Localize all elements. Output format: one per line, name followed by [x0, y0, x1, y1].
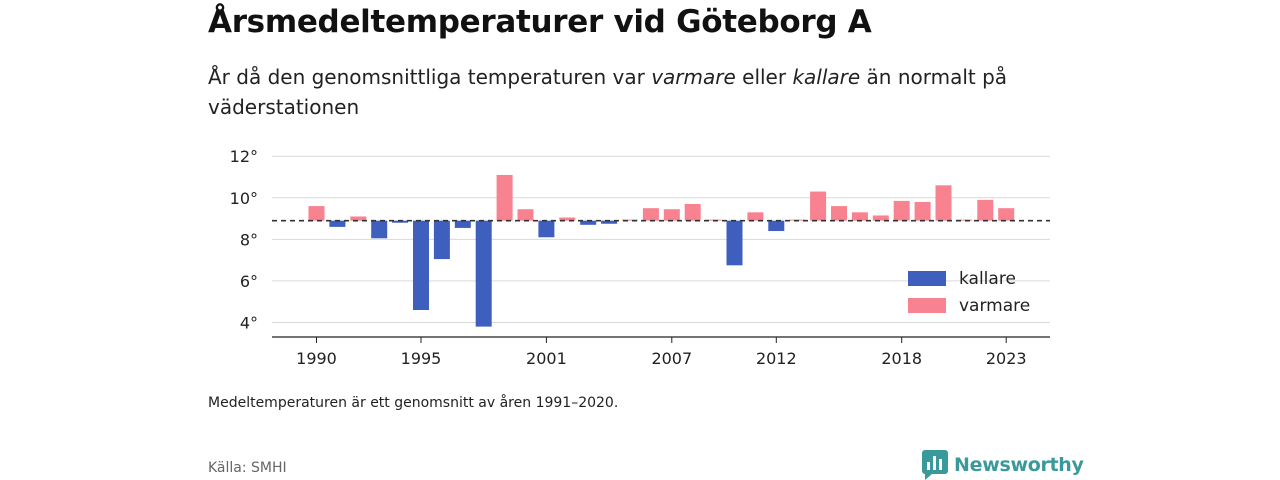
bar-2006	[642, 208, 659, 221]
newsworthy-logo-icon	[922, 450, 948, 480]
bar-2011	[747, 212, 764, 221]
bar-1992	[350, 216, 367, 221]
bar-1990	[308, 206, 325, 221]
subtitle-part-1: År då den genomsnittliga temperaturen va…	[208, 65, 652, 89]
legend-label-kallare: kallare	[959, 269, 1016, 289]
y-tick-label-4: 4°	[240, 313, 258, 332]
legend-swatch-varmare	[908, 298, 946, 313]
y-tick-label-6: 6°	[240, 272, 258, 291]
x-tick-label-1995: 1995	[401, 349, 442, 368]
bar-2007	[663, 209, 680, 221]
bar-1996	[433, 220, 450, 260]
chart-subtitle: År då den genomsnittliga temperaturen va…	[208, 62, 1068, 122]
temperature-bar-chart: 4° 6° 8° 10° 12° 1990 1995 2001 2007 2012 2018 2023…	[230, 147, 1050, 368]
bar-1997	[454, 220, 471, 228]
x-tick-label-2012: 2012	[756, 349, 797, 368]
subtitle-cold-word: kallare	[792, 65, 861, 89]
bar-2002	[559, 217, 576, 221]
x-tick-label-2001: 2001	[526, 349, 567, 368]
chart-title: Årsmedeltemperaturer vid Göteborg A	[208, 4, 872, 40]
footnote: Medeltemperaturen är ett genomsnitt av å…	[208, 395, 619, 411]
x-tick-label-2023: 2023	[986, 349, 1027, 368]
bar-1998	[475, 220, 492, 327]
y-tick-label-12: 12°	[230, 147, 258, 166]
subtitle-part-3: än normalt på väderstationen	[208, 65, 1008, 119]
bar-2023	[998, 208, 1015, 221]
bar-1993	[371, 220, 388, 239]
bar-2017	[872, 215, 889, 221]
bar-2014	[810, 191, 827, 221]
bar-2021	[956, 219, 973, 221]
newsworthy-logo-text: Newsworthy	[954, 454, 1084, 476]
bar-2018	[893, 200, 910, 221]
subtitle-warm-word: varmare	[651, 65, 736, 89]
y-tick-label-10: 10°	[230, 189, 258, 208]
bar-2015	[831, 206, 847, 221]
bar-2012	[768, 220, 785, 232]
source-label: Källa: SMHI	[208, 460, 287, 476]
legend-swatch-kallare	[908, 271, 946, 286]
bar-2010	[726, 220, 743, 266]
bar-1999	[496, 174, 513, 221]
bar-2019	[914, 201, 931, 221]
bar-2008	[684, 204, 701, 221]
bar-2016	[851, 212, 868, 221]
bar-1995	[413, 220, 429, 310]
y-tick-label-8: 8°	[240, 230, 258, 249]
bar-2004	[601, 220, 618, 224]
newsworthy-logo: Newsworthy	[922, 450, 1084, 480]
x-tick-label-2007: 2007	[651, 349, 692, 368]
x-tick-label-1990: 1990	[296, 349, 337, 368]
bar-2020	[935, 185, 952, 221]
bar-2000	[517, 209, 534, 221]
bar-2005	[622, 219, 638, 221]
bar-1994	[392, 220, 409, 223]
bar-2003	[580, 220, 597, 225]
bar-2001	[538, 220, 555, 238]
bar-1991	[329, 220, 346, 227]
subtitle-part-2: eller	[735, 65, 793, 89]
legend-label-varmare: varmare	[959, 296, 1030, 316]
x-tick-label-2018: 2018	[881, 349, 922, 368]
bar-2022	[977, 199, 994, 221]
